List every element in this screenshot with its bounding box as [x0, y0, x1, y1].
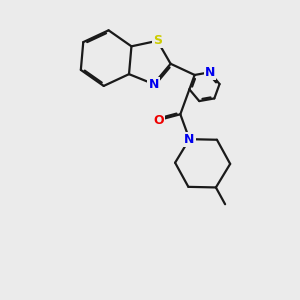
Text: N: N — [184, 133, 195, 146]
Text: N: N — [205, 66, 215, 79]
Text: O: O — [153, 114, 164, 127]
Text: N: N — [148, 78, 159, 91]
Text: S: S — [153, 34, 162, 47]
